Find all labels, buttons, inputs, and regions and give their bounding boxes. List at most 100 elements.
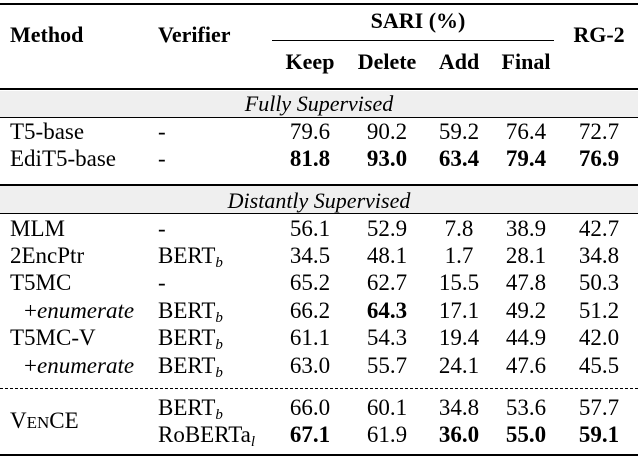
verifier-name: RoBERTa bbox=[158, 422, 251, 447]
value-keep: 34.5 bbox=[289, 243, 331, 268]
method-cell: T5MC-V bbox=[10, 325, 96, 351]
value-add: 17.1 bbox=[438, 298, 480, 323]
value-final: 79.4 bbox=[505, 146, 547, 171]
verifier-name: - bbox=[158, 216, 166, 241]
value-delete: 55.7 bbox=[366, 353, 408, 378]
verifier-subscript: l bbox=[250, 434, 256, 450]
value-add: 34.8 bbox=[438, 395, 480, 420]
value-keep: 66.2 bbox=[289, 298, 331, 323]
method-prefix: + bbox=[24, 298, 37, 323]
value-final: 38.9 bbox=[505, 216, 547, 241]
header-sari: SARI (%) bbox=[370, 8, 466, 33]
value-add: 24.1 bbox=[438, 353, 480, 378]
verifier-subscript: b bbox=[215, 365, 223, 381]
value-final: 55.0 bbox=[505, 422, 547, 447]
value-final: 76.4 bbox=[505, 119, 547, 144]
value-final: 44.9 bbox=[505, 325, 547, 350]
value-delete: 93.0 bbox=[366, 146, 408, 171]
method-name: 2EncPtr bbox=[10, 243, 85, 268]
section-title-fully: Fully Supervised bbox=[244, 91, 394, 116]
section-rule-distant bbox=[0, 213, 638, 214]
value-rg2: 42.0 bbox=[578, 325, 620, 350]
method-prefix: + bbox=[24, 353, 37, 378]
value-keep: 63.0 bbox=[289, 353, 331, 378]
header-add: Add bbox=[438, 49, 480, 74]
method-name: enumerate bbox=[36, 353, 135, 378]
verifier-cell: - bbox=[158, 216, 166, 242]
verifier-name: - bbox=[158, 119, 166, 144]
verifier-cell: RoBERTal bbox=[158, 422, 256, 450]
value-delete: 60.1 bbox=[366, 395, 408, 420]
verifier-cell: - bbox=[158, 119, 166, 145]
value-delete: 54.3 bbox=[366, 325, 408, 350]
value-delete: 61.9 bbox=[366, 422, 408, 447]
value-keep: 65.2 bbox=[289, 270, 331, 295]
value-add: 7.8 bbox=[444, 216, 474, 241]
value-final: 28.1 bbox=[505, 243, 547, 268]
method-cell: T5-base bbox=[10, 119, 84, 145]
value-keep: 67.1 bbox=[289, 422, 331, 447]
header-rg2: RG-2 bbox=[573, 22, 625, 47]
method-name: enumerate bbox=[36, 298, 135, 323]
section-band-fully bbox=[0, 91, 638, 118]
verifier-cell: - bbox=[158, 270, 166, 296]
value-delete: 62.7 bbox=[366, 270, 408, 295]
sari-underline bbox=[272, 40, 554, 41]
value-rg2: 45.5 bbox=[578, 353, 620, 378]
value-rg2: 51.2 bbox=[578, 298, 620, 323]
verifier-name: - bbox=[158, 146, 166, 171]
value-delete: 64.3 bbox=[366, 298, 408, 323]
value-keep: 61.1 bbox=[289, 325, 331, 350]
value-delete: 48.1 bbox=[366, 243, 408, 268]
value-rg2: 57.7 bbox=[578, 395, 620, 420]
method-name: T5MC-V bbox=[10, 325, 96, 350]
value-delete: 52.9 bbox=[366, 216, 408, 241]
value-rg2: 76.9 bbox=[578, 146, 620, 171]
section-band-distant bbox=[0, 186, 638, 213]
header-delete: Delete bbox=[357, 49, 417, 74]
value-final: 47.6 bbox=[505, 353, 547, 378]
section-title-distant: Distantly Supervised bbox=[227, 188, 411, 213]
method-cell: EdiT5-base bbox=[10, 146, 116, 172]
value-rg2: 59.1 bbox=[578, 422, 620, 447]
verifier-name: BERT bbox=[158, 243, 216, 268]
value-final: 47.8 bbox=[505, 270, 547, 295]
verifier-name: - bbox=[158, 270, 166, 295]
verifier-name: BERT bbox=[158, 325, 216, 350]
verifier-cell: BERTb bbox=[158, 243, 223, 271]
bottom-rule bbox=[0, 454, 638, 456]
value-keep: 81.8 bbox=[289, 146, 331, 171]
method-name: T5-base bbox=[10, 119, 85, 144]
method-cell: MLM bbox=[10, 216, 65, 242]
value-rg2: 34.8 bbox=[578, 243, 620, 268]
value-add: 19.4 bbox=[438, 325, 480, 350]
header-verifier: Verifier bbox=[158, 22, 231, 47]
verifier-cell: BERTb bbox=[158, 325, 223, 353]
vence-cap-v: V bbox=[10, 408, 27, 433]
verifier-subscript: b bbox=[215, 310, 223, 326]
value-rg2: 50.3 bbox=[578, 270, 620, 295]
value-add: 63.4 bbox=[438, 146, 480, 171]
value-keep: 66.0 bbox=[289, 395, 331, 420]
verifier-name: BERT bbox=[158, 353, 216, 378]
value-rg2: 72.7 bbox=[578, 119, 620, 144]
method-name: T5MC bbox=[10, 270, 72, 295]
value-add: 1.7 bbox=[444, 243, 474, 268]
method-cell: +enumerate bbox=[24, 353, 134, 379]
header-final: Final bbox=[501, 49, 551, 74]
top-rule bbox=[0, 3, 638, 5]
value-add: 15.5 bbox=[438, 270, 480, 295]
value-delete: 90.2 bbox=[366, 119, 408, 144]
verifier-subscript: b bbox=[215, 255, 223, 271]
verifier-cell: BERTb bbox=[158, 298, 223, 326]
header-rule bbox=[0, 88, 638, 90]
verifier-subscript: b bbox=[215, 337, 223, 353]
verifier-cell: BERTb bbox=[158, 395, 223, 423]
method-vence: VENCE bbox=[10, 408, 79, 436]
section-top-rule-distant bbox=[0, 184, 638, 186]
value-final: 53.6 bbox=[505, 395, 547, 420]
method-name: MLM bbox=[10, 216, 65, 241]
method-cell: 2EncPtr bbox=[10, 243, 84, 269]
header-method: Method bbox=[10, 22, 84, 47]
section-rule-fully bbox=[0, 117, 638, 118]
